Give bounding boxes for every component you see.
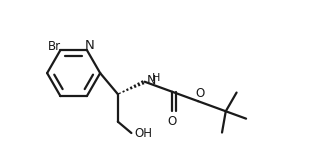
- Text: N: N: [85, 39, 94, 52]
- Text: OH: OH: [134, 127, 152, 139]
- Text: H: H: [152, 73, 160, 83]
- Text: O: O: [195, 87, 204, 100]
- Text: N: N: [146, 74, 156, 87]
- Text: Br: Br: [48, 40, 61, 53]
- Text: O: O: [167, 115, 177, 128]
